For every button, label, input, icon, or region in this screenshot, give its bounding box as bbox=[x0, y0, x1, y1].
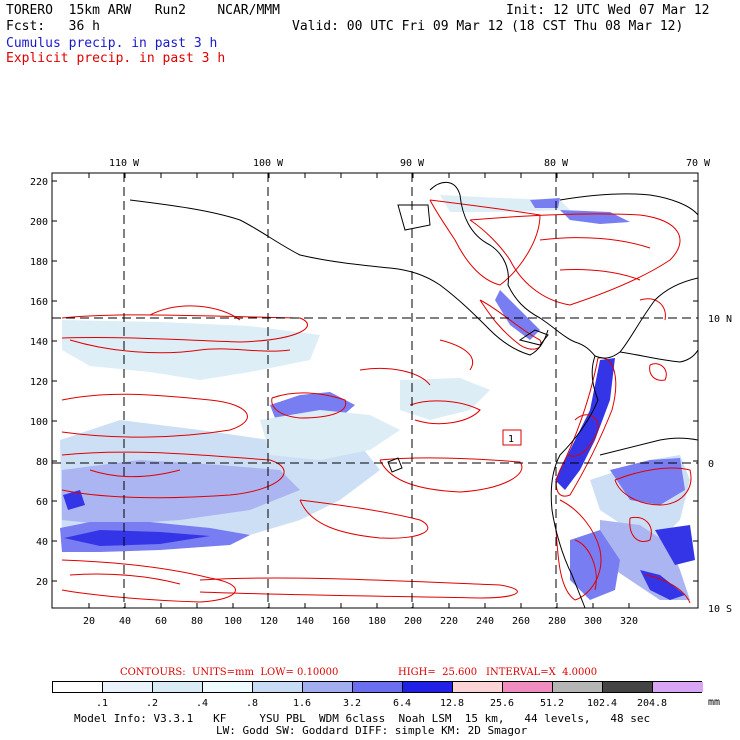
legend-swatch bbox=[403, 682, 453, 692]
longitude-label: 90 W bbox=[400, 158, 425, 169]
longitude-label: 100 W bbox=[253, 158, 284, 169]
legend-swatch bbox=[203, 682, 253, 692]
model-physics: LW: Godd SW: Goddard DIFF: simple KM: 2D… bbox=[216, 724, 528, 737]
legend-label: .1 bbox=[95, 698, 109, 709]
legend-label: 25.6 bbox=[489, 698, 515, 709]
legend-swatch bbox=[103, 682, 153, 692]
latitude-label: 10 N bbox=[708, 314, 732, 325]
explicit-precip-contours bbox=[61, 199, 692, 604]
longitude-label: 70 W bbox=[686, 158, 711, 169]
contour-interval: INTERVAL=X 4.0000 bbox=[486, 667, 598, 678]
x-tick-label: 300 bbox=[584, 616, 602, 627]
x-tick-label: 80 bbox=[191, 616, 203, 627]
coastlines bbox=[129, 181, 698, 608]
contour-high: HIGH= 25.600 bbox=[398, 667, 478, 678]
graticule bbox=[52, 173, 698, 608]
legend-swatch bbox=[503, 682, 553, 692]
legend-label: 102.4 bbox=[586, 698, 618, 709]
y-tick-label: 100 bbox=[30, 417, 48, 428]
y-tick-label: 80 bbox=[36, 457, 48, 468]
model-info: Model Info: V3.3.1 KF YSU PBL WDM 6class… bbox=[74, 712, 651, 725]
legend-label: .8 bbox=[245, 698, 259, 709]
legend-swatch bbox=[153, 682, 203, 692]
x-tick-label: 40 bbox=[119, 616, 131, 627]
x-tick-label: 140 bbox=[296, 616, 314, 627]
legend-swatch bbox=[453, 682, 503, 692]
legend-swatch bbox=[653, 682, 703, 692]
y-tick-label: 140 bbox=[30, 337, 48, 348]
init-time: Init: 12 UTC Wed 07 Mar 12 bbox=[506, 3, 710, 18]
y-tick-label: 160 bbox=[30, 297, 48, 308]
legend-label: .2 bbox=[145, 698, 159, 709]
longitude-labels: 110 W 100 W 90 W 80 W 70 W bbox=[109, 158, 711, 169]
legend-swatch bbox=[603, 682, 653, 692]
station-box bbox=[502, 429, 522, 446]
y-axis-ticks: 220 200 180 160 140 120 100 80 60 40 20 bbox=[30, 177, 698, 588]
valid-time: Valid: 00 UTC Fri 09 Mar 12 (18 CST Thu … bbox=[292, 19, 684, 34]
x-tick-label: 280 bbox=[548, 616, 566, 627]
latitude-label: 10 S bbox=[708, 604, 732, 615]
x-axis-ticks: 20 40 60 80 100 120 140 160 180 200 220 240 260 280 30… bbox=[83, 173, 638, 627]
legend-swatch bbox=[303, 682, 353, 692]
legend-swatch bbox=[53, 682, 103, 692]
cumulus-precip-field bbox=[60, 195, 695, 600]
longitude-label: 110 W bbox=[109, 158, 140, 169]
latitude-label: 0 bbox=[708, 459, 714, 470]
x-tick-label: 260 bbox=[512, 616, 530, 627]
legend-swatch bbox=[353, 682, 403, 692]
latitude-labels: 10 N 0 10 S bbox=[708, 314, 732, 615]
x-tick-label: 20 bbox=[83, 616, 95, 627]
y-tick-label: 180 bbox=[30, 257, 48, 268]
y-tick-label: 120 bbox=[30, 377, 48, 388]
x-tick-label: 60 bbox=[155, 616, 167, 627]
y-tick-label: 200 bbox=[30, 217, 48, 228]
legend-label: 3.2 bbox=[342, 698, 362, 709]
contour-units: CONTOURS: UNITS=mm LOW= 0.10000 bbox=[120, 667, 339, 678]
x-tick-label: 220 bbox=[440, 616, 458, 627]
legend-label: 6.4 bbox=[392, 698, 412, 709]
map-frame bbox=[51, 172, 699, 609]
y-tick-label: 20 bbox=[36, 577, 48, 588]
explicit-legend-text: Explicit precip. in past 3 h bbox=[6, 51, 226, 66]
legend-label: 12.8 bbox=[439, 698, 465, 709]
legend-label: 204.8 bbox=[636, 698, 668, 709]
legend-swatch bbox=[553, 682, 603, 692]
forecast-hour: Fcst: 36 h bbox=[6, 19, 100, 34]
y-tick-label: 40 bbox=[36, 537, 48, 548]
x-tick-label: 240 bbox=[476, 616, 494, 627]
x-tick-label: 100 bbox=[224, 616, 242, 627]
station-box-label: 1 bbox=[508, 434, 514, 445]
legend-label: .4 bbox=[195, 698, 209, 709]
x-tick-label: 180 bbox=[368, 616, 386, 627]
model-title: TORERO 15km ARW Run2 NCAR/MMM bbox=[6, 3, 280, 18]
legend-swatch bbox=[253, 682, 303, 692]
legend-unit: mm bbox=[708, 697, 721, 708]
color-legend bbox=[52, 681, 703, 693]
y-tick-label: 60 bbox=[36, 497, 48, 508]
legend-label: 51.2 bbox=[539, 698, 565, 709]
x-tick-label: 200 bbox=[404, 616, 422, 627]
cumulus-legend-text: Cumulus precip. in past 3 h bbox=[6, 36, 218, 51]
legend-label: 1.6 bbox=[292, 698, 312, 709]
x-tick-label: 160 bbox=[332, 616, 350, 627]
x-tick-label: 120 bbox=[260, 616, 278, 627]
y-tick-label: 220 bbox=[30, 177, 48, 188]
longitude-label: 80 W bbox=[544, 158, 569, 169]
x-tick-label: 320 bbox=[620, 616, 638, 627]
